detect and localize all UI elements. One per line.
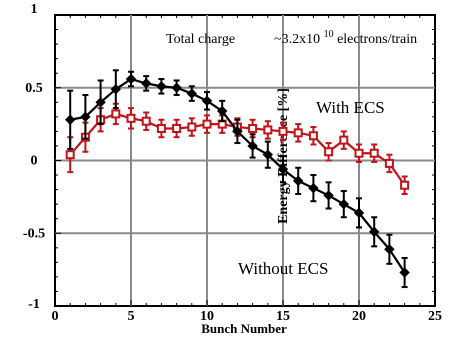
y-tick-label: -1 xyxy=(28,297,40,312)
series-layer xyxy=(64,69,410,289)
data-point xyxy=(263,125,273,135)
data-point xyxy=(384,158,394,168)
data-point xyxy=(262,149,274,160)
data-point xyxy=(232,126,243,137)
data-point xyxy=(95,97,106,108)
data-point xyxy=(369,148,379,158)
series-label-with-ecs: With ECS xyxy=(316,98,385,117)
tick-labels: 0 5 10 15 20 25 1 0.5 0 -0.5 -1 xyxy=(23,2,442,324)
data-point xyxy=(308,182,319,194)
data-point xyxy=(339,135,349,145)
data-point xyxy=(126,113,136,123)
data-point xyxy=(65,150,75,160)
data-point xyxy=(110,83,122,95)
charge-value: ~3.2x10 10 electrons/train xyxy=(274,26,417,47)
x-tick-label: 25 xyxy=(428,309,442,324)
data-point xyxy=(187,122,197,132)
data-point xyxy=(202,119,212,129)
data-point xyxy=(384,244,395,255)
data-point xyxy=(186,88,198,99)
data-point xyxy=(293,128,303,138)
total-charge-label: Total charge xyxy=(166,32,235,47)
data-point xyxy=(172,123,182,133)
x-tick-label: 15 xyxy=(276,309,290,324)
data-point xyxy=(353,207,365,219)
data-point xyxy=(278,126,288,136)
y-tick-label: 0.5 xyxy=(25,81,43,96)
data-point xyxy=(368,226,380,238)
x-axis-label: Bunch Number xyxy=(201,321,287,336)
data-point xyxy=(292,175,304,187)
data-point xyxy=(324,147,334,157)
y-tick-label: 0 xyxy=(31,154,38,169)
axis-ticks xyxy=(54,14,436,307)
data-point xyxy=(201,95,213,107)
x-tick-label: 20 xyxy=(352,309,366,324)
data-point xyxy=(140,78,152,89)
data-point xyxy=(64,114,76,125)
data-point xyxy=(171,82,182,93)
data-point xyxy=(141,116,151,126)
data-point xyxy=(248,123,258,133)
data-point xyxy=(354,148,364,158)
data-point xyxy=(323,190,334,201)
data-point xyxy=(111,109,121,119)
data-point xyxy=(156,123,166,133)
data-point xyxy=(216,105,228,117)
charge-value-prefix: ~3.2x10 xyxy=(274,32,320,47)
data-point xyxy=(308,131,318,141)
x-tick-label: 0 xyxy=(52,309,59,324)
charge-value-exponent: 10 xyxy=(324,29,334,40)
data-point xyxy=(156,81,167,92)
data-point xyxy=(277,164,289,175)
y-tick-label: 1 xyxy=(31,2,38,17)
series-without-ecs xyxy=(64,69,410,289)
data-point xyxy=(399,267,410,278)
x-tick-label: 5 xyxy=(128,309,135,324)
data-point xyxy=(125,73,137,85)
charge-value-suffix: electrons/train xyxy=(337,32,417,47)
data-point xyxy=(400,180,410,190)
series-with-ecs xyxy=(65,102,410,195)
x-tick-label: 10 xyxy=(200,309,214,324)
data-point xyxy=(338,198,350,210)
data-point xyxy=(80,111,91,123)
series-label-without-ecs: Without ECS xyxy=(238,259,328,278)
y-tick-label: -0.5 xyxy=(23,226,45,241)
data-point xyxy=(247,140,258,152)
